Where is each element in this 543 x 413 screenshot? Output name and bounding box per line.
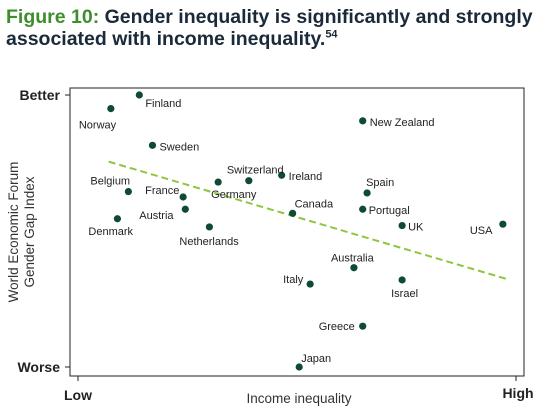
label-ireland: Ireland	[289, 171, 323, 183]
label-sweden: Sweden	[159, 141, 199, 153]
point-italy	[306, 280, 314, 288]
y-tick-label-better: Better	[20, 87, 61, 103]
label-belgium: Belgium	[90, 176, 130, 188]
label-italy: Italy	[283, 274, 304, 286]
label-new-zealand: New Zealand	[370, 117, 435, 129]
title-footnote: 54	[325, 28, 338, 41]
label-australia: Australia	[331, 253, 375, 265]
title-line1: Gender inequality is significantly and s…	[104, 6, 533, 28]
point-australia	[350, 264, 358, 272]
x-tick-label-high: High	[502, 385, 533, 401]
x-tick-label-low: Low	[64, 387, 92, 403]
label-france: France	[145, 185, 179, 197]
point-denmark	[113, 215, 122, 223]
point-france	[179, 193, 187, 201]
title-line2: associated with income inequality.	[6, 28, 326, 50]
label-austria: Austria	[139, 210, 174, 222]
plot-frame	[69, 87, 525, 377]
y-axis-title-line2: Gender Gap Index	[22, 176, 37, 287]
data-points	[107, 91, 507, 371]
x-axis-title: Income inequality	[246, 391, 351, 406]
point-uk	[398, 221, 406, 230]
point-canada	[289, 209, 297, 217]
point-usa	[499, 220, 507, 228]
label-spain: Spain	[366, 177, 394, 189]
label-germany: Germany	[211, 189, 257, 201]
point-austria	[181, 205, 189, 213]
label-denmark: Denmark	[88, 226, 133, 238]
point-finland	[135, 91, 143, 99]
point-germany	[214, 178, 222, 186]
label-usa: USA	[470, 225, 493, 237]
point-norway	[107, 105, 115, 113]
label-greece: Greece	[319, 321, 355, 333]
point-netherlands	[205, 223, 213, 231]
point-belgium	[124, 187, 132, 196]
point-spain	[363, 189, 371, 197]
label-israel: Israel	[391, 288, 418, 300]
label-canada: Canada	[295, 198, 334, 210]
label-switzerland: Switzerland	[227, 165, 284, 177]
figure-title: Figure 10: Gender inequality is signific…	[6, 6, 542, 50]
label-portugal: Portugal	[369, 205, 410, 217]
point-ireland	[278, 171, 286, 179]
point-switzerland	[245, 177, 253, 185]
data-labels: Finland Norway Sweden New Zealand Belgium Den…	[79, 98, 493, 365]
figure-label: Figure 10:	[6, 6, 100, 28]
y-tick-label-worse: Worse	[17, 359, 60, 375]
point-japan	[295, 363, 303, 371]
point-new-zealand	[359, 117, 367, 125]
label-japan: Japan	[301, 353, 331, 365]
label-norway: Norway	[79, 120, 117, 132]
label-netherlands: Netherlands	[179, 236, 239, 248]
point-greece	[359, 322, 367, 330]
point-portugal	[359, 205, 367, 213]
label-uk: UK	[408, 222, 424, 234]
y-axis-title-line1: World Economic Forum	[6, 162, 21, 303]
trend-line	[108, 160, 508, 281]
point-sweden	[148, 141, 157, 149]
label-finland: Finland	[145, 98, 181, 110]
point-israel	[398, 276, 406, 284]
